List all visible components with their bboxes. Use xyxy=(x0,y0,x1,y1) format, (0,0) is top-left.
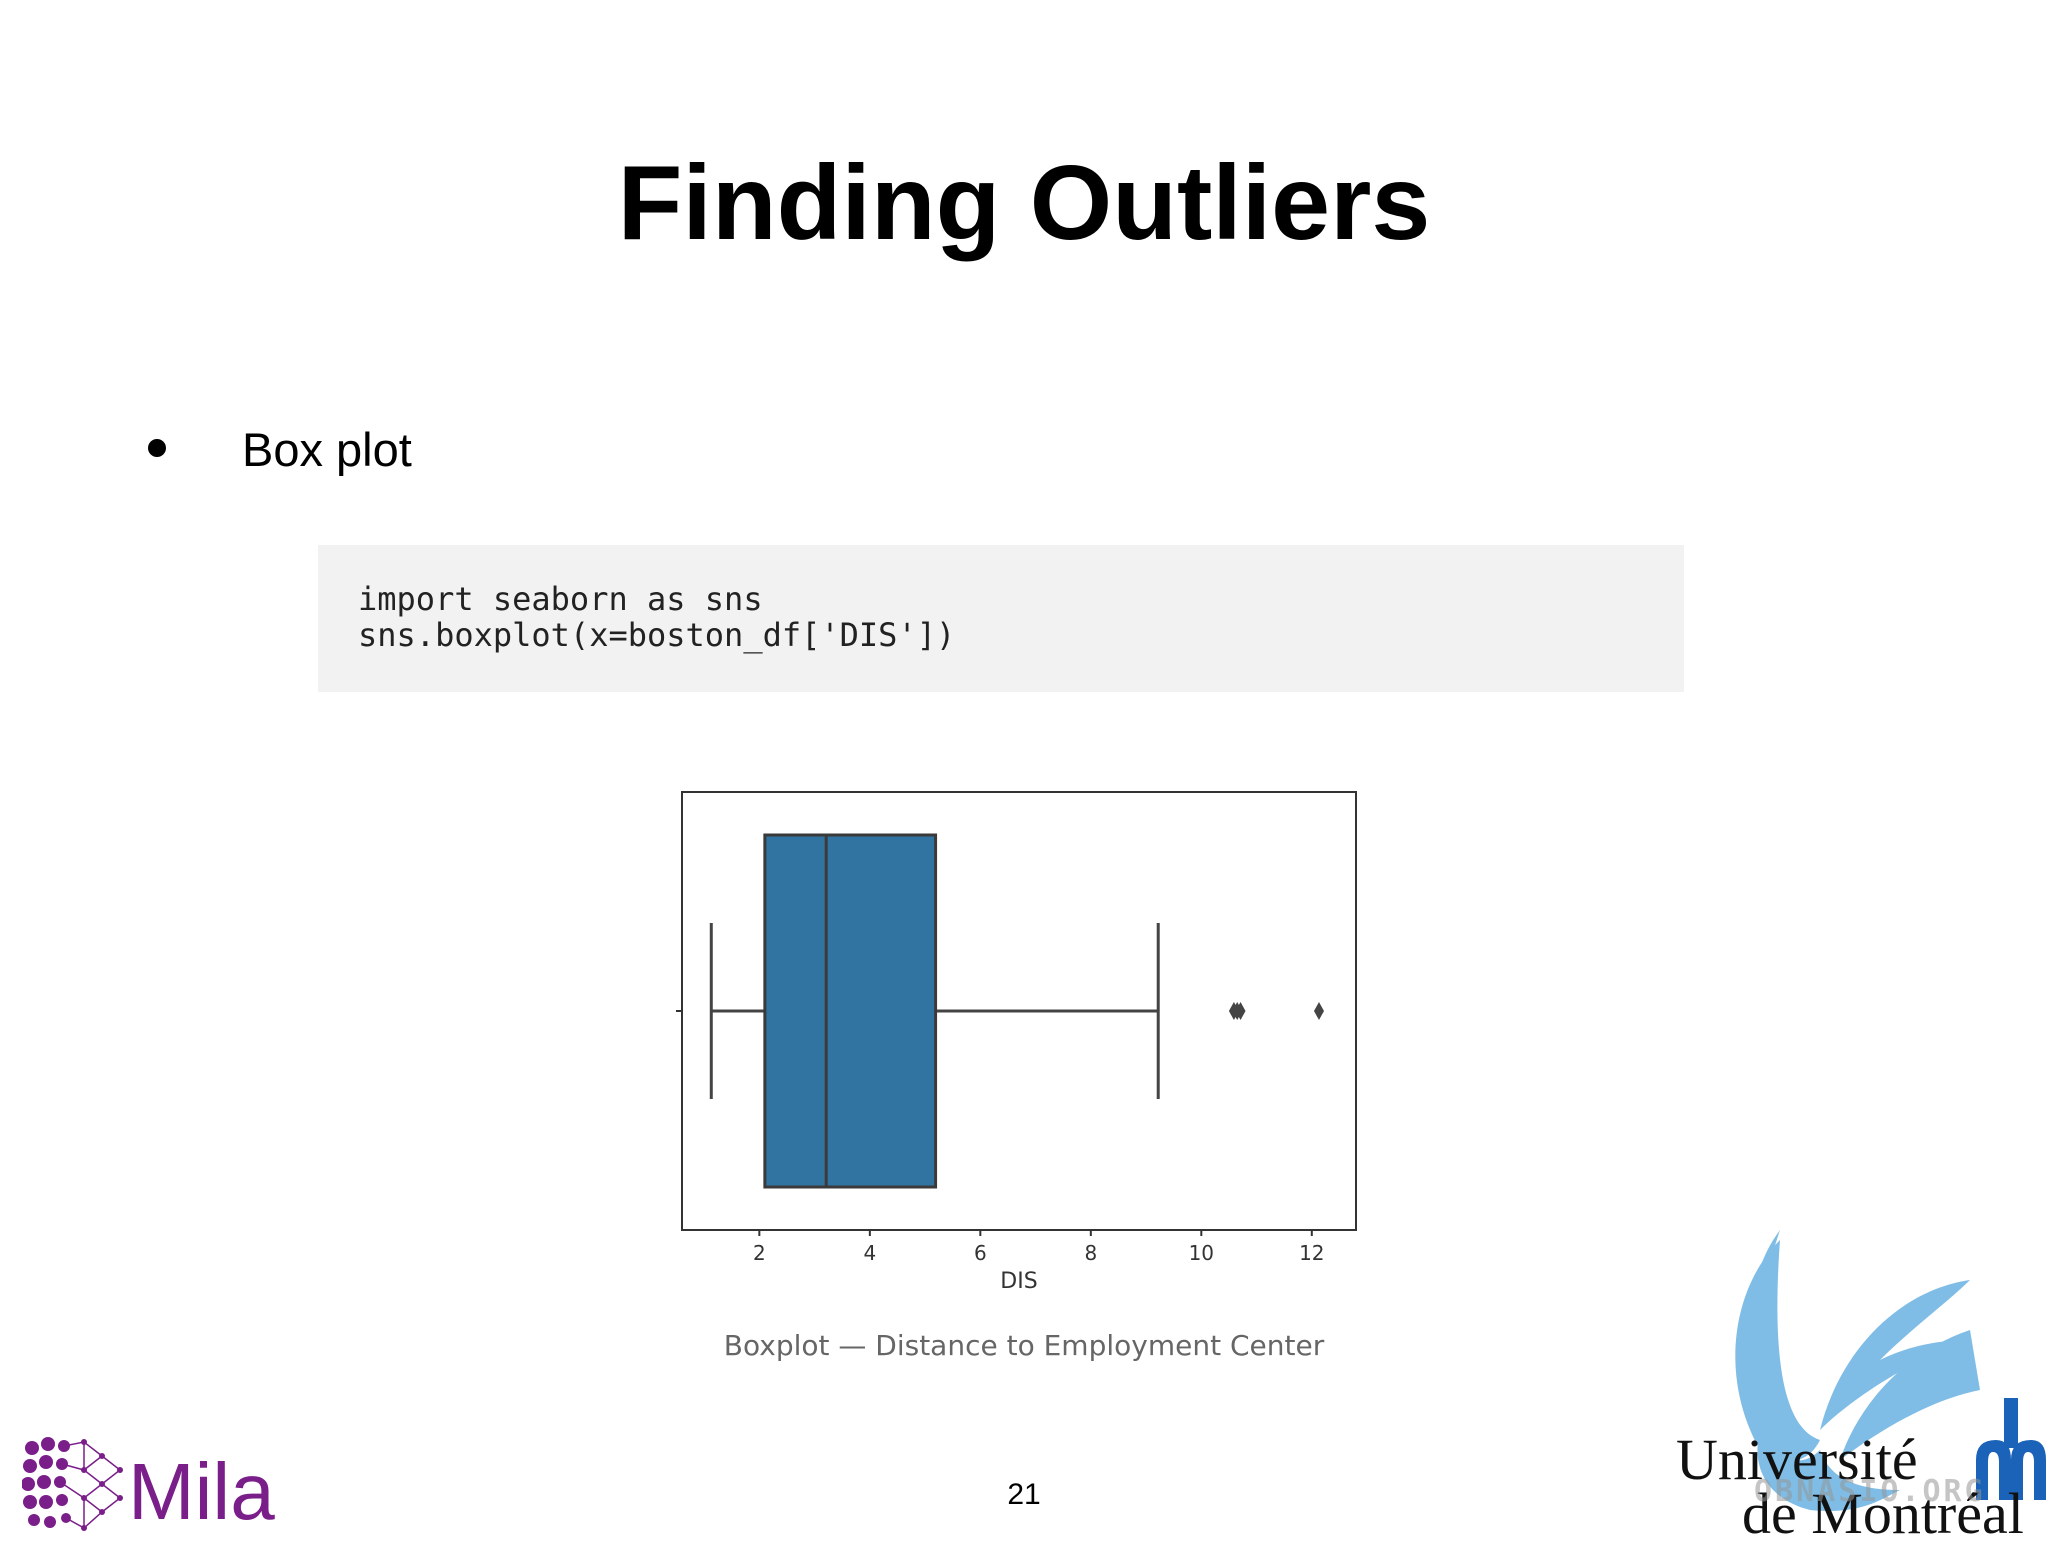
x-tick-label: 8 xyxy=(1084,1241,1097,1265)
page-number: 21 xyxy=(1007,1478,1041,1511)
x-tick-label: 6 xyxy=(974,1241,987,1265)
x-tick-label: 12 xyxy=(1299,1241,1324,1265)
udem-logo-line-1: Université xyxy=(1676,1427,1918,1492)
x-axis-label: DIS xyxy=(1000,1269,1037,1294)
code-block: import seaborn as sns sns.boxplot(x=bost… xyxy=(318,545,1684,692)
mila-logo-text: Mila xyxy=(128,1447,275,1536)
code-line-2: sns.boxplot(x=boston_df['DIS']) xyxy=(358,616,956,654)
watermark-text: OBNASIO.ORG xyxy=(1754,1474,1986,1509)
boxplot-chart: 2 4 6 8 10 12 DIS xyxy=(676,791,1357,1294)
mila-logo-icon xyxy=(22,1437,123,1531)
code-text: import seaborn as sns sns.boxplot(x=bost… xyxy=(358,581,955,653)
outlier-point xyxy=(1313,1002,1324,1020)
bullet-dot xyxy=(148,438,166,457)
iqr-box xyxy=(763,833,938,1189)
bullet-text: Box plot xyxy=(242,423,412,476)
bullet-item: Box plot xyxy=(148,426,412,473)
code-line-1: import seaborn as sns xyxy=(358,580,763,618)
udem-bird-logo-icon xyxy=(1735,1230,2046,1511)
outlier-point xyxy=(1235,1002,1246,1020)
x-tick-label: 4 xyxy=(863,1241,876,1265)
chart-caption: Boxplot — Distance to Employment Center xyxy=(723,1329,1325,1362)
udem-logo-line-2: de Montréal xyxy=(1742,1481,2024,1546)
x-tick-label: 2 xyxy=(753,1241,766,1265)
x-tick-label: 10 xyxy=(1189,1241,1214,1265)
slide-title: Finding Outliers xyxy=(617,144,1431,262)
